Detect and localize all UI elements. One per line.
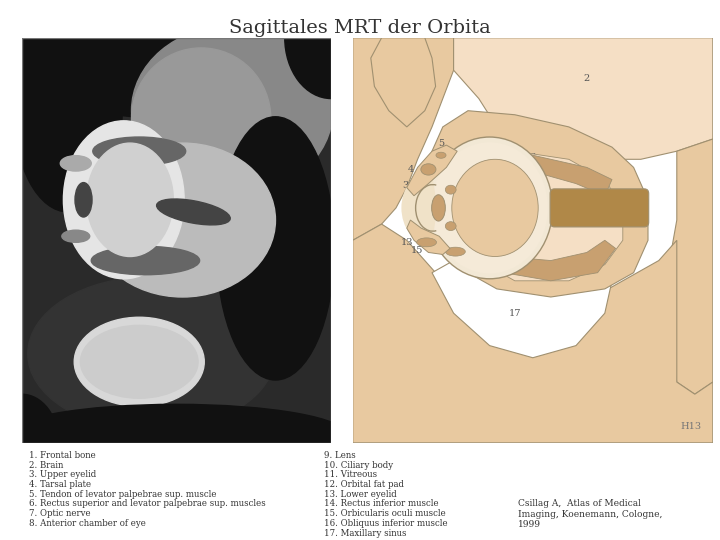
Circle shape: [86, 143, 174, 256]
Wedge shape: [402, 168, 438, 248]
Ellipse shape: [81, 325, 198, 399]
Ellipse shape: [28, 276, 276, 431]
Ellipse shape: [93, 137, 186, 165]
Text: 1. Frontal bone: 1. Frontal bone: [29, 451, 96, 460]
Polygon shape: [353, 38, 454, 240]
Polygon shape: [407, 145, 457, 195]
Text: 2. Brain: 2. Brain: [29, 461, 63, 470]
Text: 8: 8: [422, 204, 428, 212]
Polygon shape: [479, 240, 616, 281]
Polygon shape: [454, 38, 713, 159]
Text: 12. Orbital fat pad: 12. Orbital fat pad: [324, 480, 404, 489]
Text: 2: 2: [584, 74, 590, 83]
Text: 11. Vitreous: 11. Vitreous: [324, 470, 377, 480]
Text: 6: 6: [530, 153, 536, 162]
Ellipse shape: [217, 117, 334, 380]
Ellipse shape: [420, 164, 436, 175]
Ellipse shape: [75, 183, 92, 217]
Circle shape: [452, 159, 539, 256]
Wedge shape: [285, 38, 331, 98]
Circle shape: [431, 142, 548, 273]
Text: 1: 1: [415, 62, 420, 71]
Ellipse shape: [91, 246, 199, 275]
Text: 14. Rectus inferior muscle: 14. Rectus inferior muscle: [324, 500, 438, 509]
Text: 11: 11: [490, 204, 503, 212]
Ellipse shape: [132, 26, 333, 196]
Text: 14: 14: [541, 266, 554, 275]
Ellipse shape: [6, 0, 346, 119]
Ellipse shape: [446, 247, 465, 256]
Polygon shape: [432, 111, 648, 297]
Text: 16: 16: [451, 258, 464, 267]
Text: 13: 13: [400, 238, 413, 247]
Text: 4. Tarsal plate: 4. Tarsal plate: [29, 480, 91, 489]
Ellipse shape: [445, 185, 456, 194]
Ellipse shape: [436, 152, 446, 158]
Text: 10: 10: [449, 213, 462, 222]
Text: 6. Rectus superior and levator palpebrae sup. muscles: 6. Rectus superior and levator palpebrae…: [29, 500, 266, 509]
Polygon shape: [371, 38, 436, 127]
Text: 7. Optic nerve: 7. Optic nerve: [29, 509, 91, 518]
Polygon shape: [407, 220, 450, 254]
Text: Sagittales MRT der Orbita: Sagittales MRT der Orbita: [229, 19, 491, 37]
Polygon shape: [432, 248, 612, 357]
FancyBboxPatch shape: [550, 189, 649, 227]
Text: Csillag A,  Atlas of Medical
Imaging, Koenemann, Cologne,
1999: Csillag A, Atlas of Medical Imaging, Koe…: [518, 500, 663, 529]
Ellipse shape: [6, 404, 346, 465]
Ellipse shape: [62, 230, 90, 242]
Text: 15: 15: [410, 246, 423, 255]
Text: 5. Tendon of levator palpebrae sup. muscle: 5. Tendon of levator palpebrae sup. musc…: [29, 490, 216, 499]
Wedge shape: [22, 394, 59, 443]
Polygon shape: [468, 151, 623, 281]
Polygon shape: [461, 147, 612, 195]
Text: 8. Anterior chamber of eye: 8. Anterior chamber of eye: [29, 519, 145, 528]
Circle shape: [426, 137, 552, 279]
Text: 10. Ciliary body: 10. Ciliary body: [324, 461, 393, 470]
Text: 7: 7: [595, 204, 600, 212]
Wedge shape: [22, 38, 77, 111]
Text: 3: 3: [402, 181, 408, 190]
Text: 17. Maxillary sinus: 17. Maxillary sinus: [324, 529, 407, 538]
Ellipse shape: [417, 238, 436, 247]
Ellipse shape: [157, 199, 230, 225]
Text: 12: 12: [534, 199, 546, 208]
Ellipse shape: [132, 48, 271, 190]
Text: 17: 17: [508, 309, 521, 318]
Text: 3. Upper eyelid: 3. Upper eyelid: [29, 470, 96, 480]
Text: 16. Obliquus inferior muscle: 16. Obliquus inferior muscle: [324, 519, 448, 528]
Ellipse shape: [60, 156, 91, 171]
Text: 4: 4: [408, 165, 413, 174]
Ellipse shape: [445, 221, 456, 231]
Text: 5: 5: [438, 139, 444, 147]
Polygon shape: [670, 139, 713, 394]
Polygon shape: [353, 224, 713, 443]
Ellipse shape: [74, 317, 204, 407]
Text: 9. Lens: 9. Lens: [324, 451, 356, 460]
Circle shape: [63, 121, 184, 279]
Text: 9: 9: [434, 218, 441, 227]
Ellipse shape: [90, 143, 276, 297]
Ellipse shape: [14, 10, 122, 212]
Text: H13: H13: [681, 422, 702, 431]
Ellipse shape: [432, 195, 445, 221]
Text: 13. Lower eyelid: 13. Lower eyelid: [324, 490, 397, 499]
Text: 15. Orbicularis oculi muscle: 15. Orbicularis oculi muscle: [324, 509, 446, 518]
